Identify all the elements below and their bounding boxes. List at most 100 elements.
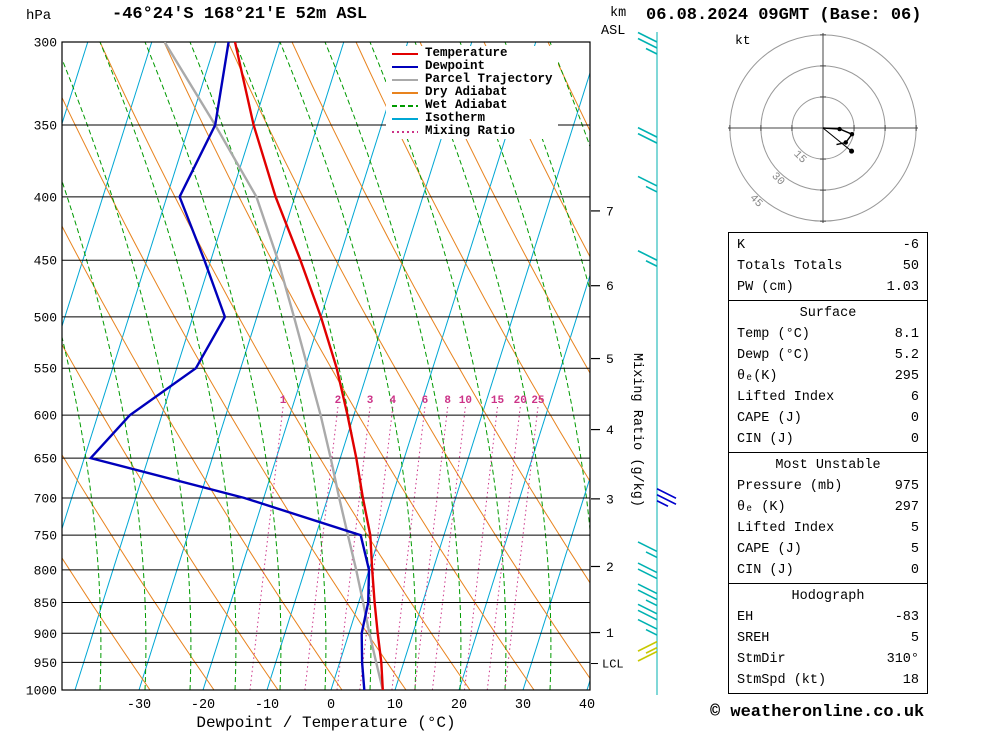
stat-label: PW (cm) — [737, 280, 794, 295]
legend-label: Parcel Trajectory — [425, 72, 553, 86]
stat-value: 0 — [910, 432, 919, 447]
stat-label: EH — [737, 610, 754, 625]
stat-row: CIN (J) 0 — [729, 429, 927, 450]
svg-text:900: 900 — [34, 627, 57, 642]
svg-text:-10: -10 — [255, 698, 279, 713]
svg-text:45: 45 — [747, 193, 765, 211]
pressure-gridlines — [62, 41, 590, 691]
mixing-ratio-labels: 1 2 3 4 6 8 10 15 20 25 — [280, 395, 545, 407]
svg-text:950: 950 — [34, 656, 57, 671]
stat-label: StmSpd (kt) — [737, 673, 827, 688]
svg-text:3: 3 — [367, 395, 374, 407]
stat-row: CAPE (J) 5 — [729, 539, 927, 560]
datetime-title: 06.08.2024 09GMT (Base: 06) — [646, 6, 922, 25]
stat-label: Lifted Index — [737, 390, 835, 405]
stat-label: Lifted Index — [737, 521, 835, 536]
svg-text:30: 30 — [515, 698, 531, 713]
stat-value: 295 — [894, 369, 919, 384]
svg-text:15: 15 — [791, 149, 809, 167]
stat-label: CAPE (J) — [737, 411, 802, 426]
sounding-curves — [88, 42, 384, 690]
stat-row: Lifted Index 5 — [729, 518, 927, 539]
pressure-axis-unit: hPa — [26, 8, 52, 24]
svg-text:850: 850 — [34, 596, 57, 611]
stat-row: EH -83 — [729, 607, 927, 628]
svg-text:600: 600 — [34, 409, 57, 424]
stat-value: 8.1 — [894, 327, 919, 342]
svg-text:750: 750 — [34, 529, 57, 544]
stat-label: Pressure (mb) — [737, 479, 843, 494]
stat-label: CAPE (J) — [737, 542, 802, 557]
svg-text:450: 450 — [34, 254, 57, 269]
stat-row: CAPE (J) 0 — [729, 408, 927, 429]
legend-label: Isotherm — [425, 111, 486, 125]
legend: Temperature Dewpoint Parcel Trajectory Dry … — [386, 46, 558, 139]
svg-text:2: 2 — [606, 560, 614, 575]
svg-text:20: 20 — [514, 395, 527, 407]
stat-label: CIN (J) — [737, 563, 794, 578]
stats-table: K -6 Totals Totals 50 PW (cm) 1.03 Surface Temp… — [728, 232, 928, 694]
stat-section-header: Hodograph — [791, 589, 865, 604]
legend-line-sample — [392, 78, 418, 81]
isotherm-lines — [62, 42, 590, 690]
curve-temperature — [233, 42, 384, 690]
stat-row: θₑ(K) 295 — [729, 366, 927, 387]
stat-row: PW (cm) 1.03 — [729, 277, 927, 298]
svg-text:6: 6 — [606, 279, 614, 294]
curve-parcel-trajectory — [163, 42, 384, 690]
svg-text:3: 3 — [606, 492, 614, 507]
mixing-ratio-axis-label: Mixing Ratio (g/kg) — [629, 353, 644, 507]
stat-section: Most Unstable Pressure (mb) 975 θₑ (K) 297 Li… — [729, 453, 927, 584]
legend-item: Temperature — [391, 47, 553, 60]
stat-value: 18 — [902, 673, 919, 688]
plot-border — [61, 41, 591, 691]
mixing-ratio-lines — [249, 406, 539, 690]
stat-value: 5.2 — [894, 348, 919, 363]
wet-adiabat-lines — [62, 42, 590, 690]
storm-motion-line — [822, 127, 852, 152]
legend-line-sample — [392, 130, 418, 133]
stat-label: CIN (J) — [737, 432, 794, 447]
svg-text:1000: 1000 — [26, 684, 57, 699]
stat-row: StmSpd (kt) 18 — [729, 670, 927, 691]
pressure-tick-labels: 300 350 400 450 500 550 600 650 700 750 800 850 900 9… — [26, 36, 57, 699]
stat-section: K -6 Totals Totals 50 PW (cm) 1.03 — [729, 233, 927, 301]
legend-line-sample — [392, 52, 418, 55]
stat-value: 50 — [902, 259, 919, 274]
svg-text:0: 0 — [327, 698, 335, 713]
legend-line-sample — [392, 91, 418, 94]
curve-dewpoint — [88, 42, 371, 690]
svg-text:10: 10 — [387, 698, 403, 713]
svg-text:20: 20 — [451, 698, 467, 713]
hodograph-unit-label: kt — [735, 33, 751, 48]
svg-text:1: 1 — [280, 395, 287, 407]
km-axis-unit-line2: ASL — [601, 24, 626, 39]
lcl-label: LCL — [602, 658, 624, 672]
stat-value: 0 — [910, 411, 919, 426]
svg-text:350: 350 — [34, 118, 57, 133]
x-axis-title: Dewpoint / Temperature (°C) — [196, 714, 455, 732]
stat-value: 5 — [910, 521, 919, 536]
legend-label: Dewpoint — [425, 59, 486, 73]
svg-text:400: 400 — [34, 190, 57, 205]
stat-label: Temp (°C) — [737, 327, 810, 342]
temp-tick-labels: -30 -20 -10 0 10 20 30 40 — [127, 698, 595, 713]
svg-text:8: 8 — [444, 395, 451, 407]
stat-value: -83 — [894, 610, 919, 625]
skewt-background — [62, 42, 590, 690]
wind-barbs — [637, 31, 677, 695]
legend-line-sample — [392, 117, 418, 120]
stat-section: Surface Temp (°C) 8.1 Dewp (°C) 5.2 θₑ(K) 295 L… — [729, 301, 927, 453]
svg-text:40: 40 — [579, 698, 595, 713]
stat-label: θₑ(K) — [737, 369, 778, 384]
stat-value: 6 — [910, 390, 919, 405]
svg-text:10: 10 — [459, 395, 472, 407]
stat-row: Temp (°C) 8.1 — [729, 324, 927, 345]
legend-label: Temperature — [425, 46, 508, 60]
stat-row: Dewp (°C) 5.2 — [729, 345, 927, 366]
copyright-footer: © weatheronline.co.uk — [710, 703, 925, 722]
svg-text:800: 800 — [34, 563, 57, 578]
stat-row: CIN (J) 0 — [729, 560, 927, 581]
stat-value: 297 — [894, 500, 919, 515]
